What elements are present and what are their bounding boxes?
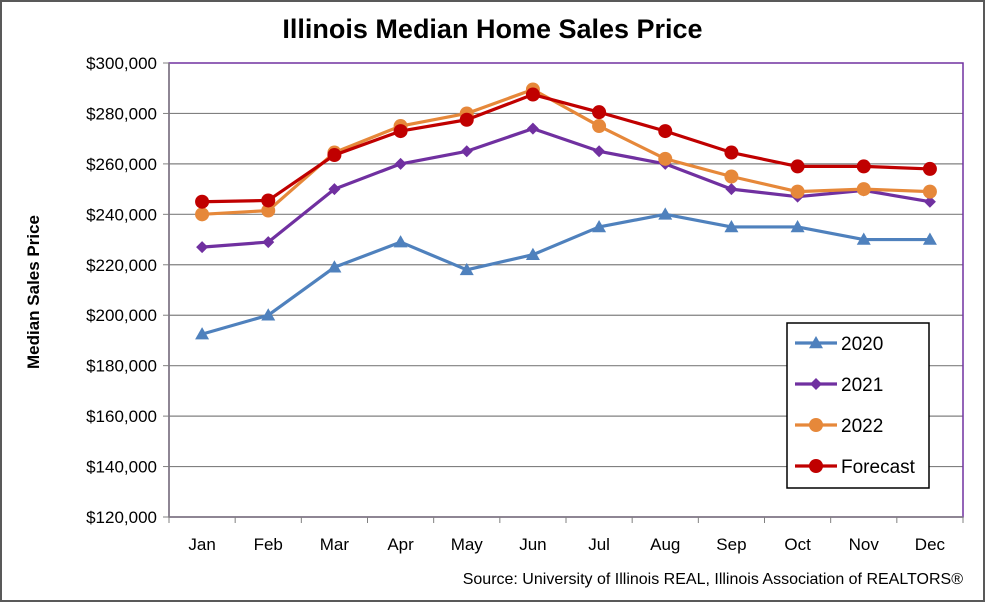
data-point [592, 105, 607, 120]
legend-entry-label: 2021 [841, 375, 883, 396]
y-tick-label: $160,000 [86, 407, 157, 426]
data-point [658, 151, 673, 166]
data-point [790, 159, 805, 174]
data-point [196, 241, 209, 254]
y-tick-label: $140,000 [86, 458, 157, 477]
chart-title: Illinois Median Home Sales Price [282, 14, 703, 44]
data-point [724, 169, 739, 184]
legend-entry-label: Forecast [841, 457, 916, 478]
data-point [393, 124, 408, 139]
legend-box [786, 322, 930, 489]
x-tick-label: Mar [320, 535, 350, 554]
x-tick-label: Dec [915, 535, 946, 554]
x-tick-label: Nov [849, 535, 880, 554]
x-tick-label: Jun [519, 535, 546, 554]
legend-swatch-marker [809, 336, 823, 349]
data-point [592, 219, 607, 233]
data-point [724, 145, 739, 160]
series [195, 82, 937, 340]
data-point [327, 148, 342, 163]
data-point [658, 207, 673, 220]
data-point [526, 122, 539, 135]
data-point [856, 182, 871, 197]
source-note: Source: University of Illinois REAL, Ill… [462, 571, 963, 588]
data-point [922, 232, 937, 245]
data-point [856, 232, 871, 245]
data-point [592, 119, 607, 134]
legend: 2020 2021 2022 Forecast [786, 322, 930, 489]
series-line-2021 [201, 126, 931, 249]
data-point [525, 87, 540, 102]
x-tick-label: May [451, 535, 484, 554]
x-tick-label: Apr [387, 535, 414, 554]
data-point [195, 194, 210, 209]
series-2022 [195, 82, 937, 222]
series-forecast [195, 87, 937, 209]
data-point [460, 145, 473, 158]
data-point [922, 184, 937, 199]
data-point [327, 260, 342, 273]
data-point [262, 236, 275, 249]
data-point [790, 219, 805, 233]
y-tick-label: $300,000 [86, 54, 157, 73]
data-point [195, 327, 210, 340]
data-point [261, 193, 276, 208]
data-point [922, 161, 937, 176]
series-2020 [195, 207, 937, 340]
data-point [393, 235, 408, 248]
legend-entry-label: 2020 [841, 334, 883, 355]
y-tick-label: $260,000 [86, 155, 157, 174]
x-tick-label: Jul [588, 535, 610, 554]
data-point [856, 159, 871, 174]
data-point [525, 247, 540, 260]
y-tick-label: $200,000 [86, 306, 157, 325]
data-point [394, 157, 407, 170]
data-point [261, 203, 276, 218]
x-tick-label: Oct [784, 535, 811, 554]
legend-swatch-marker [809, 418, 823, 432]
y-tick-label: $280,000 [86, 104, 157, 123]
data-point [195, 207, 210, 222]
data-point [658, 124, 673, 139]
y-tick-label: $180,000 [86, 357, 157, 376]
y-tick-label: $220,000 [86, 256, 157, 275]
data-point [459, 112, 474, 127]
data-point [724, 219, 739, 233]
axes: $120,000 $140,000 $160,000 $180,000 $200,000… [86, 54, 964, 554]
data-point [328, 183, 341, 196]
series-line-forecast [202, 92, 930, 204]
x-tick-label: Feb [254, 535, 283, 554]
legend-swatch-marker [809, 459, 823, 473]
series-line-2020 [201, 212, 930, 336]
legend-swatch-marker [810, 378, 822, 390]
y-tick-label: $240,000 [86, 205, 157, 224]
x-tick-label: Sep [716, 535, 746, 554]
x-tick-label: Jan [188, 535, 215, 554]
data-point [261, 308, 276, 321]
legend-entry-label: 2022 [841, 416, 883, 437]
data-point [459, 262, 474, 276]
data-point [593, 145, 606, 158]
data-point [790, 184, 805, 199]
data-point [923, 195, 936, 208]
data-point [725, 183, 738, 196]
y-tick-label: $120,000 [86, 508, 157, 527]
x-tick-label: Aug [650, 535, 680, 554]
